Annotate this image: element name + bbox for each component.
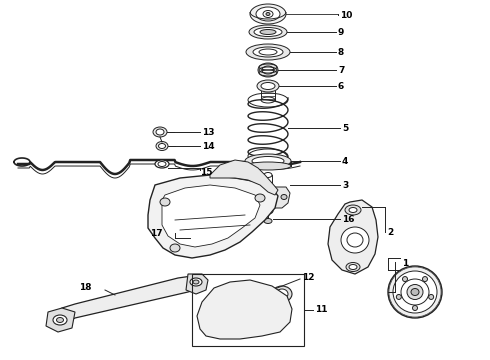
Text: 7: 7 [338, 66, 344, 75]
Ellipse shape [261, 97, 275, 103]
Polygon shape [186, 274, 208, 294]
Ellipse shape [258, 63, 278, 77]
Polygon shape [148, 175, 278, 258]
Ellipse shape [257, 80, 279, 92]
Ellipse shape [245, 154, 291, 168]
Ellipse shape [261, 82, 275, 90]
Text: 1: 1 [402, 260, 408, 269]
Polygon shape [52, 276, 200, 325]
Ellipse shape [193, 280, 199, 284]
Ellipse shape [276, 289, 288, 299]
Ellipse shape [56, 318, 64, 323]
Ellipse shape [153, 127, 167, 137]
Ellipse shape [266, 13, 270, 15]
Text: 11: 11 [315, 306, 327, 315]
Ellipse shape [158, 144, 166, 149]
Text: 4: 4 [342, 157, 348, 166]
Ellipse shape [281, 194, 287, 199]
Polygon shape [46, 308, 75, 332]
Text: 6: 6 [338, 81, 344, 90]
Ellipse shape [263, 10, 273, 18]
Ellipse shape [407, 284, 423, 300]
Ellipse shape [250, 4, 286, 24]
Ellipse shape [349, 265, 357, 270]
Ellipse shape [170, 244, 180, 252]
Ellipse shape [422, 276, 427, 282]
Ellipse shape [249, 194, 255, 199]
Ellipse shape [264, 172, 272, 177]
Bar [192, 274, 304, 346]
Text: 2: 2 [387, 228, 393, 237]
Ellipse shape [245, 162, 291, 170]
Polygon shape [272, 187, 290, 208]
Ellipse shape [401, 279, 429, 305]
Ellipse shape [156, 129, 164, 135]
Text: 5: 5 [342, 123, 348, 132]
Ellipse shape [396, 294, 401, 300]
Ellipse shape [402, 276, 408, 282]
Ellipse shape [253, 47, 283, 57]
Ellipse shape [347, 233, 363, 247]
Ellipse shape [429, 294, 434, 300]
Ellipse shape [272, 286, 292, 302]
Polygon shape [162, 185, 260, 247]
Ellipse shape [252, 157, 284, 166]
Ellipse shape [262, 66, 274, 74]
Ellipse shape [341, 227, 369, 253]
Ellipse shape [160, 198, 170, 206]
Ellipse shape [158, 162, 166, 166]
Text: 14: 14 [202, 141, 215, 150]
Ellipse shape [256, 7, 280, 21]
Ellipse shape [204, 324, 216, 334]
Text: 8: 8 [338, 48, 344, 57]
Polygon shape [328, 200, 378, 274]
Ellipse shape [393, 271, 437, 313]
Ellipse shape [411, 288, 419, 296]
Text: 16: 16 [342, 215, 354, 224]
Ellipse shape [240, 332, 245, 336]
Ellipse shape [413, 306, 417, 310]
Ellipse shape [264, 219, 272, 224]
Ellipse shape [246, 44, 290, 60]
Polygon shape [210, 160, 278, 195]
Text: 10: 10 [340, 10, 352, 19]
Ellipse shape [260, 30, 276, 35]
Ellipse shape [207, 327, 213, 332]
Ellipse shape [237, 330, 247, 338]
Ellipse shape [349, 207, 357, 212]
Ellipse shape [254, 27, 282, 36]
Text: 9: 9 [338, 27, 344, 36]
Text: 18: 18 [79, 284, 92, 292]
Text: 3: 3 [342, 180, 348, 189]
Ellipse shape [346, 262, 360, 271]
Ellipse shape [249, 25, 287, 39]
Ellipse shape [263, 208, 273, 214]
Text: 13: 13 [202, 127, 215, 136]
Text: 12: 12 [302, 274, 315, 283]
Text: 15: 15 [200, 167, 213, 176]
Ellipse shape [345, 205, 361, 215]
Ellipse shape [190, 278, 202, 286]
Ellipse shape [155, 160, 169, 168]
Polygon shape [246, 187, 264, 208]
Polygon shape [197, 280, 292, 339]
Ellipse shape [255, 194, 265, 202]
Ellipse shape [53, 315, 67, 325]
Ellipse shape [156, 141, 168, 150]
Ellipse shape [388, 266, 442, 318]
Text: 17: 17 [150, 229, 163, 238]
Ellipse shape [259, 49, 277, 55]
